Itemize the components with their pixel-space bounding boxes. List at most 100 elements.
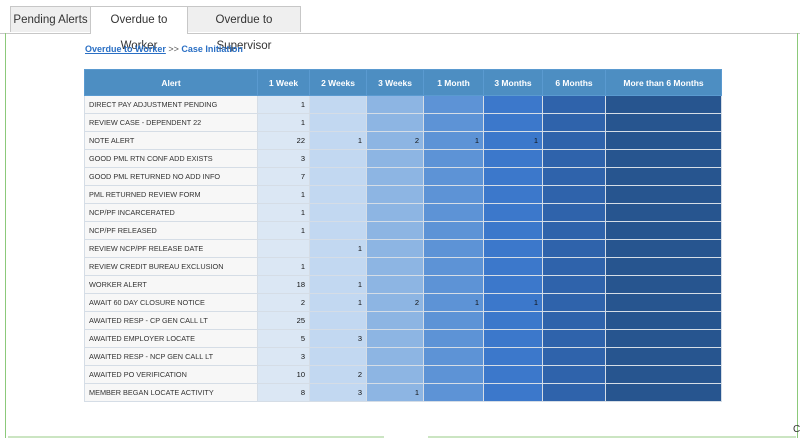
table-row: NCP/PF INCARCERATED 1 bbox=[84, 203, 722, 222]
count-cell bbox=[542, 149, 606, 168]
count-cell[interactable]: 2 bbox=[366, 131, 424, 150]
tab-bar: Pending Alerts Overdue to Worker Overdue… bbox=[0, 0, 800, 52]
table-row: NCP/PF RELEASED 1 bbox=[84, 221, 722, 240]
count-cell bbox=[483, 383, 543, 402]
col-header-1-week: 1 Week bbox=[257, 69, 310, 96]
count-cell bbox=[483, 149, 543, 168]
count-cell[interactable]: 1 bbox=[309, 293, 367, 312]
count-cell[interactable]: 1 bbox=[257, 257, 310, 276]
col-header-alert: Alert bbox=[84, 69, 258, 96]
alert-name-cell: NCP/PF RELEASED bbox=[84, 221, 258, 240]
count-cell bbox=[483, 365, 543, 384]
count-cell bbox=[542, 239, 606, 258]
count-cell[interactable]: 3 bbox=[309, 383, 367, 402]
count-cell bbox=[605, 383, 722, 402]
count-cell[interactable]: 1 bbox=[309, 239, 367, 258]
count-cell[interactable]: 2 bbox=[366, 293, 424, 312]
count-cell bbox=[483, 167, 543, 186]
count-cell bbox=[309, 221, 367, 240]
bottom-divider-left bbox=[8, 436, 384, 438]
count-cell[interactable]: 1 bbox=[423, 293, 484, 312]
count-cell[interactable]: 1 bbox=[483, 131, 543, 150]
count-cell bbox=[366, 347, 424, 366]
count-cell[interactable]: 3 bbox=[257, 347, 310, 366]
count-cell bbox=[542, 293, 606, 312]
count-cell bbox=[309, 257, 367, 276]
count-cell bbox=[423, 275, 484, 294]
alert-name-cell: AWAITED PO VERIFICATION bbox=[84, 365, 258, 384]
table-row: WORKER ALERT 18 1 bbox=[84, 275, 722, 294]
table-row: MEMBER BEGAN LOCATE ACTIVITY 8 3 1 bbox=[84, 383, 722, 402]
count-cell bbox=[366, 113, 424, 132]
count-cell bbox=[366, 329, 424, 348]
count-cell[interactable]: 10 bbox=[257, 365, 310, 384]
count-cell[interactable]: 3 bbox=[309, 329, 367, 348]
count-cell[interactable]: 1 bbox=[366, 383, 424, 402]
count-cell bbox=[605, 203, 722, 222]
count-cell bbox=[542, 113, 606, 132]
count-cell bbox=[309, 347, 367, 366]
tab-overdue-to-supervisor[interactable]: Overdue to Supervisor bbox=[187, 6, 301, 52]
count-cell[interactable]: 8 bbox=[257, 383, 310, 402]
table-row: AWAITED PO VERIFICATION 10 2 bbox=[84, 365, 722, 384]
count-cell bbox=[542, 365, 606, 384]
count-cell[interactable]: 1 bbox=[257, 113, 310, 132]
count-cell[interactable]: 2 bbox=[257, 293, 310, 312]
count-cell bbox=[483, 347, 543, 366]
count-cell[interactable]: 1 bbox=[257, 221, 310, 240]
count-cell bbox=[542, 311, 606, 330]
count-cell bbox=[366, 185, 424, 204]
table-row: GOOD PML RETURNED NO ADD INFO 7 bbox=[84, 167, 722, 186]
breadcrumb-separator: >> bbox=[168, 44, 179, 54]
count-cell bbox=[605, 293, 722, 312]
table-row: AWAITED EMPLOYER LOCATE 5 3 bbox=[84, 329, 722, 348]
breadcrumb-link-overdue-to-worker[interactable]: Overdue to Worker bbox=[85, 44, 166, 54]
table-row: GOOD PML RTN CONF ADD EXISTS 3 bbox=[84, 149, 722, 168]
count-cell bbox=[366, 311, 424, 330]
count-cell bbox=[423, 167, 484, 186]
alerts-table: Alert 1 Week 2 Weeks 3 Weeks 1 Month 3 M… bbox=[84, 69, 722, 402]
alert-name-cell: WORKER ALERT bbox=[84, 275, 258, 294]
count-cell[interactable]: 3 bbox=[257, 149, 310, 168]
count-cell[interactable]: 1 bbox=[309, 131, 367, 150]
count-cell bbox=[605, 311, 722, 330]
count-cell[interactable]: 1 bbox=[309, 275, 367, 294]
table-row: DIRECT PAY ADJUSTMENT PENDING 1 bbox=[84, 95, 722, 114]
count-cell bbox=[366, 149, 424, 168]
count-cell bbox=[423, 113, 484, 132]
table-row: REVIEW CASE - DEPENDENT 22 1 bbox=[84, 113, 722, 132]
table-row: AWAIT 60 DAY CLOSURE NOTICE 2 1 2 1 1 bbox=[84, 293, 722, 312]
count-cell bbox=[542, 167, 606, 186]
count-cell[interactable]: 1 bbox=[423, 131, 484, 150]
count-cell bbox=[605, 329, 722, 348]
count-cell bbox=[423, 203, 484, 222]
alert-name-cell: NOTE ALERT bbox=[84, 131, 258, 150]
count-cell[interactable]: 25 bbox=[257, 311, 310, 330]
tab-overdue-to-worker[interactable]: Overdue to Worker bbox=[90, 6, 188, 52]
count-cell[interactable]: 7 bbox=[257, 167, 310, 186]
count-cell bbox=[366, 239, 424, 258]
count-cell[interactable]: 1 bbox=[257, 95, 310, 114]
count-cell bbox=[366, 167, 424, 186]
count-cell[interactable]: 1 bbox=[483, 293, 543, 312]
count-cell bbox=[423, 347, 484, 366]
count-cell bbox=[605, 239, 722, 258]
count-cell bbox=[483, 257, 543, 276]
alert-name-cell: AWAITED RESP - CP GEN CALL LT bbox=[84, 311, 258, 330]
col-header-3-months: 3 Months bbox=[483, 69, 543, 96]
count-cell[interactable]: 22 bbox=[257, 131, 310, 150]
count-cell[interactable]: 2 bbox=[309, 365, 367, 384]
col-header-6-months: 6 Months bbox=[542, 69, 606, 96]
count-cell[interactable]: 5 bbox=[257, 329, 310, 348]
count-cell[interactable]: 1 bbox=[257, 203, 310, 222]
col-header-2-weeks: 2 Weeks bbox=[309, 69, 367, 96]
alert-name-cell: AWAITED EMPLOYER LOCATE bbox=[84, 329, 258, 348]
count-cell bbox=[605, 95, 722, 114]
count-cell[interactable]: 18 bbox=[257, 275, 310, 294]
count-cell bbox=[423, 221, 484, 240]
tab-pending-alerts[interactable]: Pending Alerts bbox=[10, 6, 91, 32]
count-cell bbox=[366, 365, 424, 384]
count-cell bbox=[309, 149, 367, 168]
breadcrumb: Overdue to Worker >> Case Initiation bbox=[85, 44, 243, 54]
count-cell[interactable]: 1 bbox=[257, 185, 310, 204]
